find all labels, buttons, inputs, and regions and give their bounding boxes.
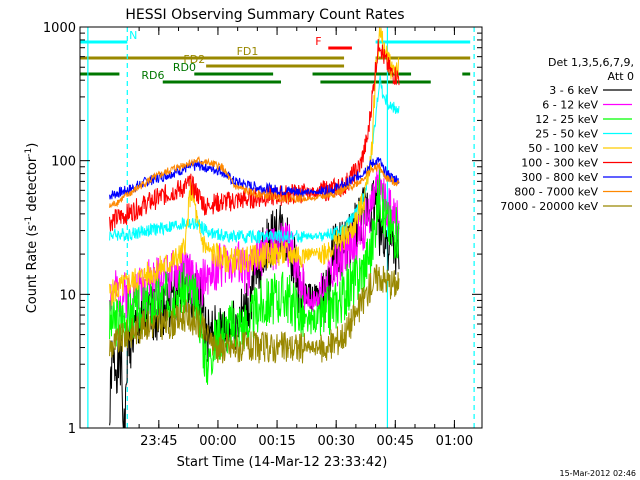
legend-label-2: 12 - 25 keV <box>535 113 598 126</box>
x-tick-label-0: 23:45 <box>140 434 177 449</box>
series-line-6 <box>109 156 400 200</box>
y-tick-label-2: 100 <box>51 155 76 170</box>
y-axis-label-main: Count Rate (s <box>25 225 40 314</box>
series-line-7 <box>109 155 400 208</box>
flag-label-fd2: FD2 <box>183 53 205 66</box>
y-tick-label-1: 10 <box>59 288 76 303</box>
x-tick-label-1: 00:00 <box>199 434 236 449</box>
flag-label-f: F <box>315 35 321 48</box>
legend-label-0: 3 - 6 keV <box>549 84 598 97</box>
plot-frame <box>79 26 483 429</box>
x-tick-label-4: 00:45 <box>377 434 414 449</box>
y-tick-label-0: 1 <box>68 422 76 437</box>
series-line-4 <box>109 26 400 306</box>
x-axis-ticks: 23:45 00:00 00:15 00:30 00:45 01:00 <box>138 27 473 449</box>
x-tick-label-3: 00:30 <box>317 434 354 449</box>
legend-label-5: 100 - 300 keV <box>521 157 598 170</box>
legend-label-6: 300 - 800 keV <box>521 171 598 184</box>
y-axis-label-sup1: -1 <box>24 216 34 225</box>
flag-label-rd0: RD0 <box>173 61 196 74</box>
flag-label-n: N <box>129 29 137 42</box>
y-axis-label-mid: detector <box>25 156 40 216</box>
axes <box>79 26 483 429</box>
legend-label-4: 50 - 100 keV <box>528 142 598 155</box>
y-axis-label: Count Rate (s-1 detector-1) <box>24 143 40 314</box>
y-tick-label-3: 1000 <box>43 21 76 36</box>
series-line-5 <box>109 39 400 232</box>
flag-label-rd6: RD6 <box>141 69 164 82</box>
series-line-2 <box>109 169 400 385</box>
legend-label-7: 800 - 7000 keV <box>514 186 598 199</box>
x-tick-label-5: 01:00 <box>436 434 473 449</box>
legend-title-line2: Att 0 <box>608 70 634 83</box>
x-tick-label-2: 00:15 <box>258 434 295 449</box>
legend-label-3: 25 - 50 keV <box>535 128 598 141</box>
series-lines <box>109 26 400 429</box>
x-axis-label: Start Time (14-Mar-12 23:33:42) <box>177 455 388 470</box>
timestamp: 15-Mar-2012 02:46 <box>560 469 637 478</box>
y-axis-ticks: 1 10 100 1000 <box>43 21 482 437</box>
chart-title: HESSI Observing Summary Count Rates <box>125 7 404 23</box>
series-line-8 <box>109 264 400 364</box>
legend-label-8: 7000 - 20000 keV <box>500 200 598 213</box>
y-axis-label-sup2: -1 <box>24 148 34 157</box>
flag-label-fd1: FD1 <box>237 45 259 58</box>
legend-title-line1: Det 1,3,5,6,7,9, <box>548 56 634 69</box>
legend: Det 1,3,5,6,7,9, Att 0 3 - 6 keV 6 - 12 k… <box>500 56 634 213</box>
legend-label-1: 6 - 12 keV <box>542 99 598 112</box>
series-line-1 <box>109 163 400 319</box>
y-axis-label-end: ) <box>25 143 40 148</box>
